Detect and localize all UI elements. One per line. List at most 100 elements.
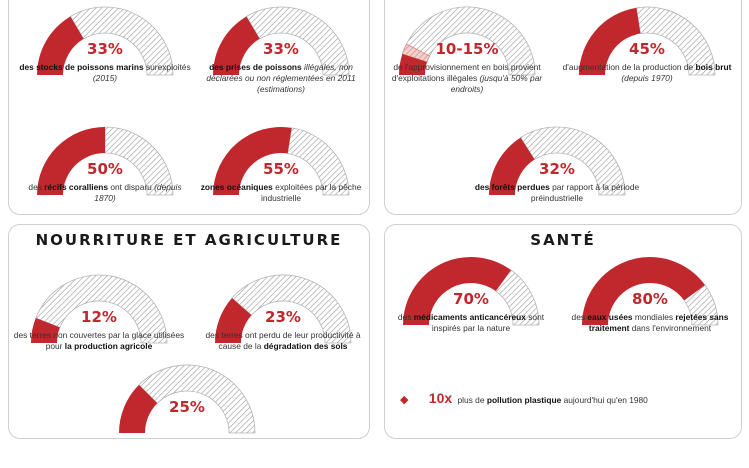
caption-italic: illégales, non déclarées ou non réglemen… [206,62,356,94]
gauge-svg [213,6,350,76]
caption-italic: (depuis 1870) [94,182,182,203]
gauge-3: 50% des récifs coralliens ont disparu (de… [28,120,182,230]
section-title-health: SANTÉ [530,231,596,249]
caption-normal: par rapport à la période préindustrielle [530,182,640,203]
caption-bold: eaux usées [587,312,633,322]
caption-bold: récifs coralliens [44,182,109,192]
caption-bold: des stocks de poissons marins [19,62,144,72]
gauge-remainder-arc [287,127,350,196]
gauge-caption: des médicaments anticancéreux sont inspi… [384,312,558,334]
section-title-food: NOURRITURE ET AGRICULTURE [35,231,343,249]
gauge-caption: des prises de poissons illégales, non dé… [194,62,368,95]
gauge-10: 25% [112,358,262,468]
plastic-pollution-stat: ◆ 10x plus de pollution plastique aujour… [400,390,648,406]
gauge-remainder-arc [69,6,174,76]
gauge-value-label: 80% [632,290,668,308]
gauge-svg [579,6,716,76]
gauge-2: 33% des prises de poissons illégales, non… [206,0,356,110]
gauge-11: 70% des médicaments anticancéreux sont in… [396,250,546,360]
plastic-multiplier: 10x [428,390,453,406]
panel-health: SANTÉ [384,224,742,439]
gauge-svg [399,6,536,76]
panel-food: NOURRITURE ET AGRICULTURE [8,224,370,439]
gauge-range-arc [401,43,431,63]
gauge-value-arc [37,16,84,75]
gauge-svg [213,126,350,196]
caption-bold: bois brut [695,62,732,72]
plastic-pre: plus de [457,395,487,405]
gauge-svg [489,126,626,196]
gauge-value-arc [489,137,535,195]
caption-bold: médicaments anticancéreux [413,312,526,322]
gauge-caption: des eaux usées mondiales rejetées sans t… [563,312,737,334]
gauge-svg [31,274,168,344]
gauge-5: 10-15% de l'approvisionnement en bois pro… [392,0,542,110]
caption-bold: des prises de poissons [209,62,302,72]
gauge-remainder-arc [35,274,168,344]
gauge-caption: des terres non couvertes par la glace ut… [12,330,186,352]
gauge-remainder-arc [405,6,536,76]
gauge-4: 55% zones océaniques exploitées par la pê… [201,120,361,230]
gauge-value-label: 12% [81,308,117,326]
gauge-remainder-arc [683,284,719,326]
gauge-svg [215,274,352,344]
caption-pre: d'augmentation de la production de [562,62,696,72]
caption-pre: des [397,312,414,322]
gauge-caption: zones océaniques exploitées par la pêche… [194,182,368,204]
gauge-value-label: 23% [265,308,301,326]
gauge-value-arc [37,127,105,195]
gauge-value-arc [582,257,706,325]
gauge-caption: d'augmentation de la production de bois … [560,62,734,84]
gauge-value-label: 55% [263,160,299,178]
caption-pre: des [28,182,45,192]
gauge-svg [37,6,174,76]
gauge-caption: des forêts perdues par rapport à la péri… [470,182,644,204]
gauge-value-label: 25% [169,398,205,416]
gauge-remainder-arc [104,126,174,196]
gauge-value-arc [579,7,641,75]
caption-italic: (jusqu'à 50% par endroits) [450,73,543,94]
gauge-value-label: 32% [539,160,575,178]
caption-normal: mondiales [632,312,676,322]
plastic-post: aujourd'hui qu'en 1980 [561,395,648,405]
caption-bold: dégradation des sols [263,341,348,351]
caption-normal: sont inspirés par la nature [431,312,545,333]
caption-pre: des terres ont perdu de leur productivit… [205,330,361,351]
gauge-caption: de l'approvisionnement en bois provient … [380,62,554,95]
gauge-6: 45% d'augmentation de la production de bo… [563,0,731,110]
gauge-12: 80% des eaux usées mondiales rejetées san… [572,250,728,360]
caption-bold: la production agricole [64,341,153,351]
gauge-remainder-arc [245,6,350,76]
gauge-value-label: 33% [87,40,123,58]
gauge-8: 12% des terres non couvertes par la glace… [14,268,184,378]
gauge-caption: des terres ont perdu de leur productivit… [196,330,370,352]
gauge-svg [403,257,540,326]
bullet-diamond-icon: ◆ [400,394,409,406]
gauge-svg [37,126,174,196]
gauge-value-arc [215,298,252,343]
caption-pre: des terres non couvertes par la glace ut… [13,330,185,351]
gauge-value-label: 45% [629,40,665,58]
gauge-remainder-arc [231,274,352,344]
caption-italic: (2015) [92,73,118,83]
gauge-1: 33% des stocks de poissons marins surexpl… [19,0,191,110]
gauge-value-label: 33% [263,40,299,58]
gauge-value-arc [399,53,428,75]
gauge-remainder-arc [495,269,540,326]
gauge-caption: des récifs coralliens ont disparu (depui… [18,182,192,204]
gauge-7: 32% des forêts perdues par rapport à la p… [475,120,639,230]
caption-normal: surexploités [143,62,191,72]
caption-normal2: dans l'environnement [629,323,712,333]
caption-normal: exploitées par la pêche industrielle [260,182,362,203]
caption-bold2: rejetées sans traitement [588,312,729,333]
gauge-value-arc [31,317,60,343]
gauge-value-label: 70% [453,290,489,308]
gauge-value-arc [403,257,511,325]
caption-italic: (depuis 1970) [621,73,673,83]
gauge-value-arc [213,16,260,75]
caption-bold: des forêts perdues [474,182,550,192]
gauge-svg [582,257,719,326]
gauge-value-label: 50% [87,160,123,178]
caption-pre: des [571,312,588,322]
gauge-remainder-arc [635,6,716,76]
